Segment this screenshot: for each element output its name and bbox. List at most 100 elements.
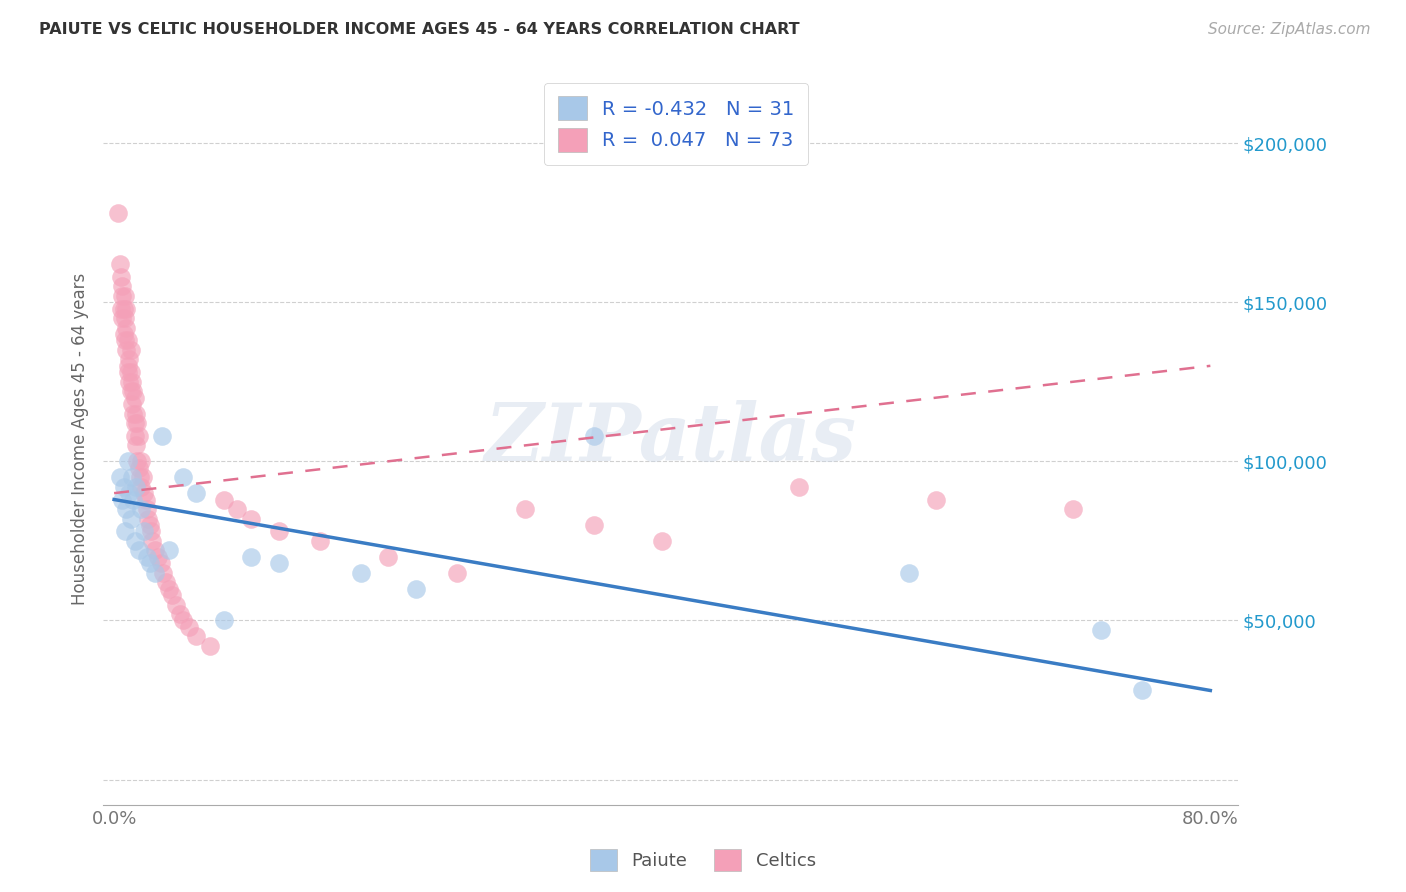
Point xyxy=(124,416,146,430)
Y-axis label: Householder Income Ages 45 - 64 years: Householder Income Ages 45 - 64 years xyxy=(72,273,89,605)
Point xyxy=(125,407,148,421)
Point xyxy=(111,289,134,303)
Point xyxy=(127,416,149,430)
Point xyxy=(120,511,142,525)
Point xyxy=(120,365,142,379)
Point xyxy=(115,301,138,316)
Point xyxy=(134,486,156,500)
Point xyxy=(120,384,142,399)
Point xyxy=(155,575,177,590)
Point xyxy=(129,470,152,484)
Point xyxy=(128,429,150,443)
Text: Source: ZipAtlas.com: Source: ZipAtlas.com xyxy=(1208,22,1371,37)
Point xyxy=(146,549,169,564)
Point xyxy=(582,518,605,533)
Point xyxy=(186,629,208,643)
Point xyxy=(112,301,135,316)
Point xyxy=(198,639,221,653)
Point xyxy=(1130,683,1153,698)
Text: ZIPatlas: ZIPatlas xyxy=(485,401,856,478)
Point xyxy=(118,486,141,500)
Point xyxy=(125,480,148,494)
Point xyxy=(127,454,149,468)
Point xyxy=(114,289,136,303)
Point xyxy=(121,375,143,389)
Point xyxy=(122,384,145,399)
Point xyxy=(226,502,249,516)
Point xyxy=(308,533,330,548)
Point xyxy=(515,502,537,516)
Point xyxy=(143,543,166,558)
Point xyxy=(128,543,150,558)
Point xyxy=(651,533,673,548)
Point xyxy=(124,533,146,548)
Point xyxy=(172,614,194,628)
Point xyxy=(114,311,136,326)
Point xyxy=(377,549,399,564)
Point xyxy=(267,556,290,570)
Point xyxy=(114,334,136,348)
Point xyxy=(115,343,138,357)
Point xyxy=(131,502,153,516)
Point xyxy=(134,524,156,539)
Point xyxy=(267,524,290,539)
Point xyxy=(149,556,172,570)
Point xyxy=(186,486,208,500)
Point xyxy=(112,480,135,494)
Point xyxy=(121,397,143,411)
Point xyxy=(118,375,141,389)
Point xyxy=(446,566,468,580)
Point xyxy=(114,524,136,539)
Point xyxy=(111,311,134,326)
Point xyxy=(240,511,263,525)
Point xyxy=(131,454,153,468)
Point xyxy=(160,588,183,602)
Point xyxy=(787,480,810,494)
Point xyxy=(138,556,160,570)
Point xyxy=(125,438,148,452)
Point xyxy=(925,492,948,507)
Point xyxy=(1090,623,1112,637)
Point xyxy=(117,454,139,468)
Point xyxy=(350,566,373,580)
Point xyxy=(138,511,160,525)
Point xyxy=(117,365,139,379)
Point xyxy=(117,359,139,373)
Point xyxy=(110,269,132,284)
Point xyxy=(124,429,146,443)
Point xyxy=(117,334,139,348)
Point xyxy=(124,391,146,405)
Legend: R = -0.432   N = 31, R =  0.047   N = 73: R = -0.432 N = 31, R = 0.047 N = 73 xyxy=(544,83,808,165)
Point xyxy=(141,533,163,548)
Point xyxy=(165,598,187,612)
Point xyxy=(138,518,160,533)
Point xyxy=(150,429,173,443)
Point xyxy=(172,470,194,484)
Point xyxy=(136,549,159,564)
Point xyxy=(1062,502,1084,516)
Point xyxy=(582,429,605,443)
Point xyxy=(240,549,263,564)
Point xyxy=(136,502,159,516)
Point xyxy=(111,492,134,507)
Point xyxy=(132,470,155,484)
Point xyxy=(118,352,141,367)
Point xyxy=(169,607,191,621)
Point xyxy=(115,320,138,334)
Point xyxy=(143,566,166,580)
Point xyxy=(128,460,150,475)
Legend: Paiute, Celtics: Paiute, Celtics xyxy=(582,842,824,879)
Point xyxy=(112,326,135,341)
Point xyxy=(131,480,153,494)
Point xyxy=(111,279,134,293)
Point xyxy=(107,206,129,220)
Point xyxy=(135,492,157,507)
Point xyxy=(108,470,131,484)
Point xyxy=(179,620,201,634)
Point xyxy=(122,407,145,421)
Point xyxy=(152,566,174,580)
Point xyxy=(897,566,920,580)
Text: PAIUTE VS CELTIC HOUSEHOLDER INCOME AGES 45 - 64 YEARS CORRELATION CHART: PAIUTE VS CELTIC HOUSEHOLDER INCOME AGES… xyxy=(39,22,800,37)
Point xyxy=(115,502,138,516)
Point xyxy=(110,301,132,316)
